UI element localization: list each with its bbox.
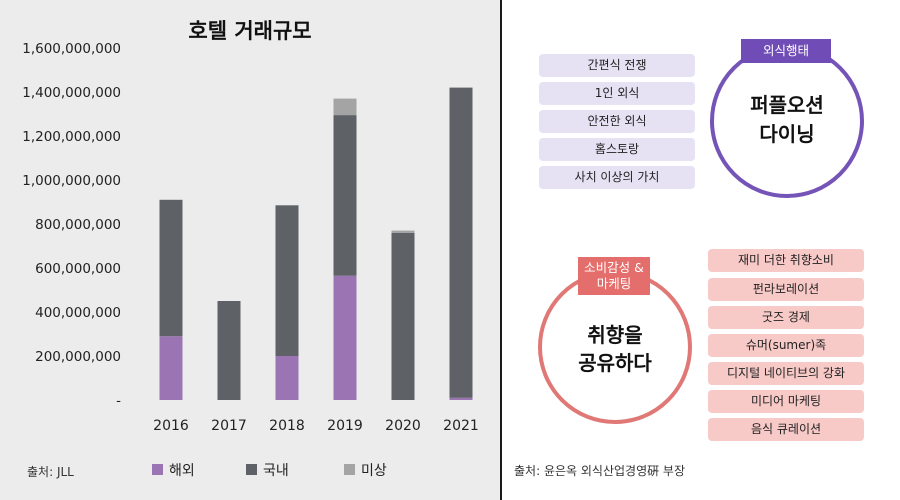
bar-2019-series-1 bbox=[333, 115, 357, 276]
panel-divider bbox=[500, 0, 502, 500]
y-tick-label: 1,000,000,000 bbox=[22, 173, 121, 189]
legend-swatch bbox=[152, 464, 163, 475]
bar-2018-series-0 bbox=[275, 356, 299, 400]
bar-2021-series-1 bbox=[449, 87, 473, 398]
top-item: 안전한 외식 bbox=[539, 110, 695, 133]
top-item: 홈스토랑 bbox=[539, 138, 695, 161]
x-tick-label: 2018 bbox=[269, 418, 305, 434]
top-item: 간편식 전쟁 bbox=[539, 54, 695, 77]
bar-2021-series-0 bbox=[449, 397, 473, 400]
bottom-item: 재미 더한 취향소비 bbox=[708, 249, 864, 272]
y-tick-label: 1,200,000,000 bbox=[22, 129, 121, 145]
legend-label: 해외 bbox=[169, 463, 195, 479]
top-circle-line-1: 퍼플오션 bbox=[750, 93, 824, 117]
dining-behavior-badge: 외식행태 bbox=[741, 39, 831, 63]
bar-2019-series-2 bbox=[333, 98, 357, 116]
y-tick-label: 1,600,000,000 bbox=[22, 41, 121, 57]
y-tick-label: 400,000,000 bbox=[35, 305, 121, 321]
bottom-item: 펀라보레이션 bbox=[708, 278, 864, 301]
bottom-item: 디지털 네이티브의 강화 bbox=[708, 362, 864, 385]
bottom-item: 음식 큐레이션 bbox=[708, 418, 864, 441]
bar-2017-series-1 bbox=[217, 301, 241, 400]
diagram-source: 출처: 윤은옥 외식산업경영硏 부장 bbox=[514, 464, 686, 478]
bar-2019-series-0 bbox=[333, 275, 357, 400]
chart-source: 출처: JLL bbox=[27, 465, 74, 479]
top-item: 사치 이상의 가치 bbox=[539, 166, 695, 189]
x-tick-label: 2016 bbox=[153, 418, 189, 434]
consumer-marketing-badge: 소비감성 & 마케팅 bbox=[578, 257, 650, 295]
badge-line-1: 소비감성 & bbox=[584, 260, 644, 275]
x-tick-label: 2021 bbox=[443, 418, 479, 434]
y-tick-label: 1,400,000,000 bbox=[22, 85, 121, 101]
bottom-item: 미디어 마케팅 bbox=[708, 390, 864, 413]
top-item: 1인 외식 bbox=[539, 82, 695, 105]
bar-2016-series-0 bbox=[159, 336, 183, 400]
chart-svg: 호텔 거래규모 - 200,000,000 400,000,000 600,000,0… bbox=[22, 19, 479, 479]
bar-2016-series-1 bbox=[159, 199, 183, 337]
bottom-circle-line-1: 취향을 bbox=[587, 323, 643, 347]
bottom-item: 굿즈 경제 bbox=[708, 306, 864, 329]
y-tick-label: 200,000,000 bbox=[35, 349, 121, 365]
bar-2020-series-2 bbox=[391, 230, 415, 233]
diagram-panel: 퍼플오션 다이닝 외식행태 간편식 전쟁 1인 외식 안전한 외식 홈스토랑 사… bbox=[502, 0, 900, 500]
legend-label: 국내 bbox=[263, 463, 289, 479]
bottom-item: 슈머(sumer)족 bbox=[708, 334, 864, 357]
bar-2020-series-1 bbox=[391, 232, 415, 400]
x-tick-label: 2017 bbox=[211, 418, 247, 434]
bottom-circle-line-2: 공유하다 bbox=[578, 351, 652, 375]
legend-swatch bbox=[246, 464, 257, 475]
legend-label: 미상 bbox=[361, 463, 387, 479]
chart-panel: 호텔 거래규모 - 200,000,000 400,000,000 600,000,0… bbox=[0, 0, 500, 500]
bar-2018-series-1 bbox=[275, 205, 299, 356]
top-circle-line-2: 다이닝 bbox=[759, 122, 815, 146]
y-tick-label: 600,000,000 bbox=[35, 261, 121, 277]
dining-trend-circle: 퍼플오션 다이닝 bbox=[710, 44, 864, 198]
chart-title: 호텔 거래규모 bbox=[188, 19, 311, 43]
legend-swatch bbox=[344, 464, 355, 475]
x-tick-label: 2020 bbox=[385, 418, 421, 434]
x-tick-label: 2019 bbox=[327, 418, 363, 434]
y-tick-label: 800,000,000 bbox=[35, 217, 121, 233]
badge-line-2: 마케팅 bbox=[596, 276, 632, 291]
y-tick-label: - bbox=[116, 393, 121, 409]
